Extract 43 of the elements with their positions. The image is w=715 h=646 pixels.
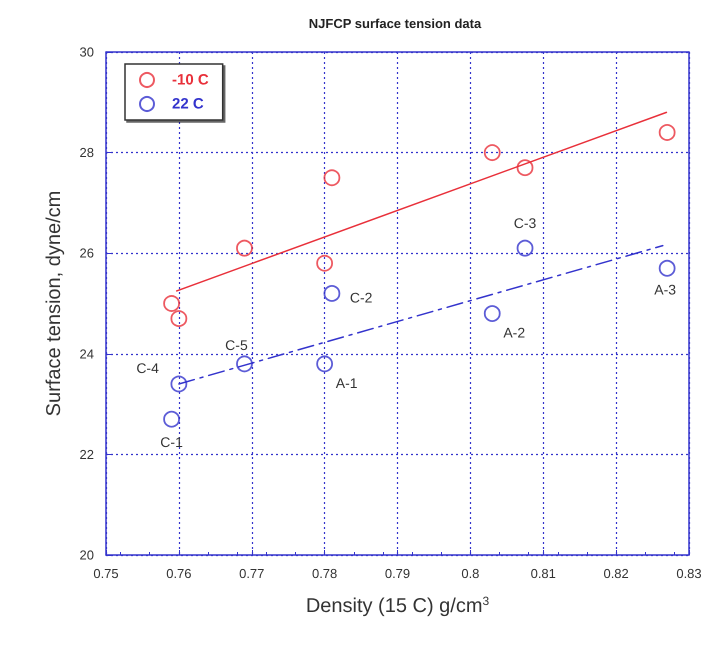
- legend-label: -10 C: [172, 72, 209, 88]
- point: [236, 240, 253, 257]
- x-tick-label: 0.82: [603, 566, 629, 581]
- point: [163, 410, 180, 428]
- annotation: A-1: [336, 374, 358, 391]
- y-tick-label: 28: [80, 145, 94, 160]
- annotation: A-2: [503, 324, 526, 341]
- point: [324, 285, 340, 302]
- y-tick-label: 22: [80, 446, 94, 462]
- point: [170, 376, 188, 392]
- x-tick-label: 0.79: [384, 566, 410, 581]
- annotation: A-3: [654, 281, 676, 298]
- x-tick-label: 0.83: [676, 566, 702, 581]
- annotation: C-2: [350, 289, 373, 306]
- chart-title: NJFCP surface tension data: [308, 16, 482, 31]
- point: [170, 310, 188, 327]
- y-tick-label: 30: [80, 44, 94, 60]
- annotation: C-5: [225, 336, 248, 353]
- point: [658, 260, 676, 277]
- x-tick-label: 0.75: [93, 566, 119, 581]
- y-tick-label: 20: [80, 548, 94, 562]
- x-tick-label: 0.81: [530, 566, 556, 581]
- x-tick-label: 0.76: [166, 566, 192, 581]
- annotation: C-1: [160, 434, 184, 450]
- annotation: C-4: [136, 360, 160, 376]
- point: [316, 355, 334, 372]
- y-axis-title: Surface tension, dyne/cm: [43, 190, 65, 416]
- legend-label: 22 C: [172, 96, 204, 112]
- x-tick-label: 0.78: [312, 566, 338, 581]
- x-tick-label: 0.77: [239, 566, 264, 581]
- point: [316, 254, 334, 272]
- point: [484, 305, 501, 322]
- point: [658, 124, 676, 141]
- x-tick-label: 0.8: [461, 566, 480, 581]
- annotation: C-3: [514, 215, 537, 232]
- point: [163, 295, 180, 312]
- point: [516, 240, 534, 257]
- y-tick-label: 24: [80, 346, 94, 362]
- point: [484, 144, 501, 161]
- point: [324, 169, 340, 186]
- point: [516, 159, 534, 176]
- point: [236, 355, 253, 372]
- y-tick-label: 26: [80, 246, 94, 261]
